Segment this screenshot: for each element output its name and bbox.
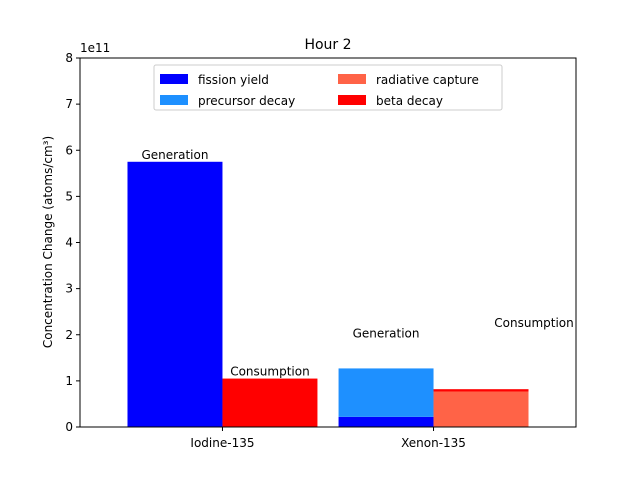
- y-tick-label: 5: [65, 189, 73, 203]
- legend: fission yield precursor decay radiative ca…: [153, 64, 503, 111]
- bar-segment-xenon-135-consumption-radiative-capture: [433, 391, 529, 427]
- legend-box: [153, 64, 503, 111]
- bar-segment-xenon-135-generation-fission-yield: [338, 416, 434, 427]
- bar-label-xenon-135-consumption: Consumption: [494, 316, 573, 330]
- legend-label-radiative-capture: radiative capture: [376, 73, 479, 87]
- bar-label-xenon-135-generation: Generation: [353, 326, 420, 340]
- chart-title: Hour 2: [304, 37, 351, 53]
- y-axis-offset-label: 1e11: [80, 41, 110, 55]
- y-tick-label: 1: [65, 374, 73, 388]
- bar-segment-iodine-135-generation-fission-yield: [127, 161, 223, 427]
- y-tick-label: 4: [65, 236, 73, 250]
- x-tick-label: Iodine-135: [190, 436, 254, 450]
- legend-swatch-fission-yield: [160, 74, 188, 84]
- y-axis-label: Concentration Change (atoms/cm³): [41, 136, 55, 348]
- y-tick-label: 8: [65, 51, 73, 65]
- x-tick-label: Xenon-135: [401, 436, 466, 450]
- bar-segment-xenon-135-consumption-beta-decay: [433, 389, 529, 392]
- bars-layer: [127, 161, 529, 427]
- bar-segment-xenon-135-generation-precursor-decay: [338, 368, 434, 417]
- legend-swatch-precursor-decay: [160, 95, 188, 105]
- y-tick-label: 0: [65, 420, 73, 434]
- legend-label-precursor-decay: precursor decay: [198, 94, 295, 108]
- bar-label-iodine-135-generation: Generation: [142, 148, 209, 162]
- y-tick-label: 3: [65, 282, 73, 296]
- axes: 0 1 2 3 4 5 6 7 8 Iodine-135 Xenon-135: [65, 51, 577, 450]
- y-tick-label: 6: [65, 143, 73, 157]
- bar-annotations: Generation Consumption Generation Consumpti…: [142, 148, 574, 379]
- legend-label-beta-decay: beta decay: [376, 94, 443, 108]
- legend-swatch-radiative-capture: [338, 74, 366, 84]
- bar-segment-iodine-135-consumption-beta-decay: [222, 378, 318, 427]
- bar-label-iodine-135-consumption: Consumption: [230, 365, 309, 379]
- y-tick-label: 2: [65, 328, 73, 342]
- y-tick-label: 7: [65, 97, 73, 111]
- legend-label-fission-yield: fission yield: [198, 73, 269, 87]
- legend-swatch-beta-decay: [338, 95, 366, 105]
